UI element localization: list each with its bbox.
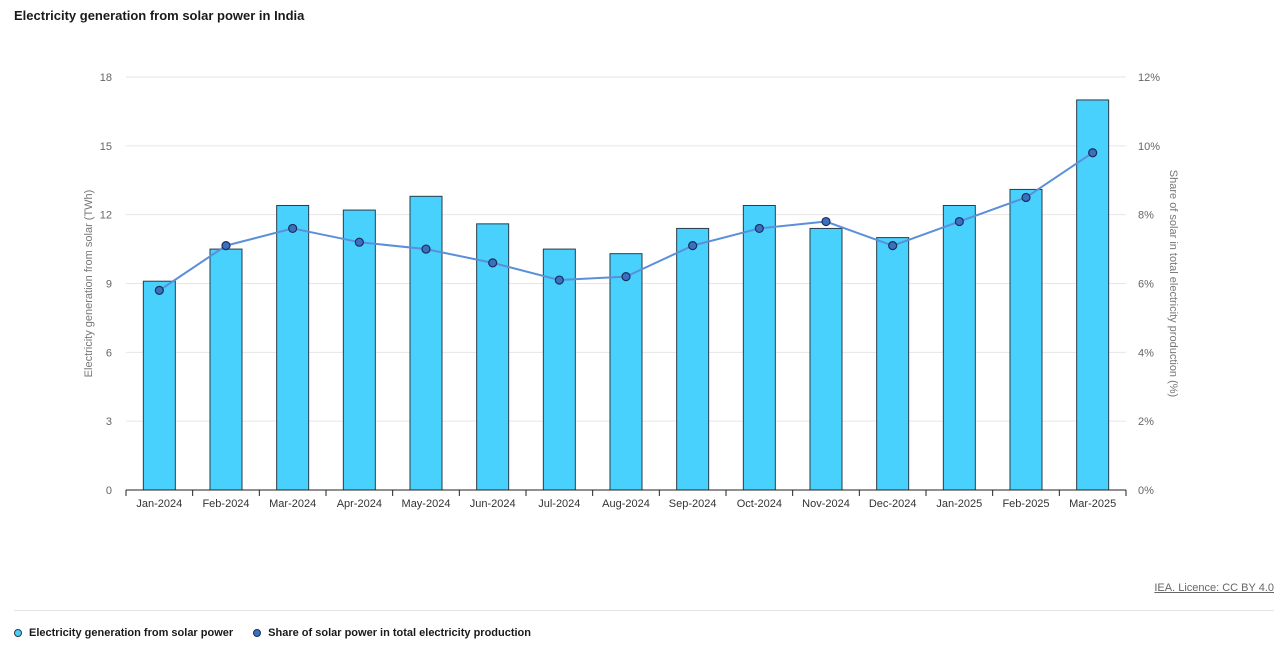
y-tick-label-left: 15 [100, 141, 112, 153]
bar-solar-generation [809, 227, 843, 491]
y-tick-label-left: 12 [100, 210, 112, 222]
bar-solar-generation [209, 248, 243, 491]
x-tick-label: Mar-2024 [269, 498, 316, 510]
axes [125, 489, 1127, 496]
bar-solar-generation [1076, 99, 1110, 491]
x-tick-label: May-2024 [402, 498, 451, 510]
point-solar-share [288, 223, 298, 234]
bar-solar-generation [476, 223, 510, 491]
x-tick-label: Sep-2024 [669, 498, 717, 510]
point-solar-share [1088, 148, 1098, 158]
bar-solar-generation [142, 280, 176, 491]
legend-item-solar-generation[interactable]: Electricity generation from solar power [14, 627, 233, 639]
legend: Electricity generation from solar power … [14, 627, 551, 639]
legend-divider [14, 610, 1274, 611]
point-solar-share [754, 223, 764, 234]
y-tick-label-right: 6% [1138, 279, 1154, 291]
point-solar-share [554, 275, 564, 285]
y-axis-title-left: Electricity generation from solar (TWh) [83, 190, 95, 378]
x-tick-label: Mar-2025 [1069, 498, 1116, 510]
chart-title: Electricity generation from solar power … [14, 8, 305, 23]
bar-solar-generation [1009, 188, 1043, 491]
x-tick-label: Feb-2025 [1002, 498, 1049, 510]
y-tick-label-right: 0% [1138, 485, 1154, 497]
bar-series [142, 99, 1110, 491]
axis-labels: 0 0% 3 2% 6 4% 9 6% 12 8% 15 10% 18 12% Jan-2024 Feb-20… [83, 72, 1179, 510]
x-tick-label: Jan-2025 [936, 498, 982, 510]
x-tick-label: Jun-2024 [470, 498, 516, 510]
y-tick-label-left: 6 [106, 347, 112, 359]
y-tick-label-left: 18 [100, 72, 112, 84]
x-tick-label: Oct-2024 [737, 498, 782, 510]
point-solar-share [488, 258, 498, 268]
x-tick-label: Jan-2024 [136, 498, 182, 510]
y-tick-label-right: 2% [1138, 416, 1154, 428]
point-solar-share [354, 237, 364, 247]
x-tick-label: Aug-2024 [602, 498, 650, 510]
bar-solar-generation [276, 204, 310, 491]
y-tick-label-left: 9 [106, 279, 112, 291]
legend-label-solar-share: Share of solar power in total electricit… [268, 627, 531, 639]
bar-solar-generation [676, 227, 710, 491]
point-solar-share [888, 241, 898, 251]
bar-solar-generation [609, 253, 643, 491]
x-tick-label: Feb-2024 [202, 498, 249, 510]
y-tick-label-left: 3 [106, 416, 112, 428]
point-solar-share [821, 216, 831, 227]
point-solar-share [954, 216, 964, 227]
bar-solar-generation [876, 237, 910, 491]
line-series [154, 148, 1098, 295]
y-tick-label-right: 10% [1138, 141, 1160, 153]
point-solar-share [154, 285, 164, 295]
legend-dot-icon [253, 629, 262, 637]
x-tick-label: Jul-2024 [538, 498, 580, 510]
x-tick-label: Dec-2024 [869, 498, 917, 510]
source-link[interactable]: IEA. Licence: CC BY 4.0 [1154, 582, 1274, 594]
point-solar-share [1021, 192, 1031, 203]
point-solar-share [221, 241, 231, 251]
legend-label-solar-generation: Electricity generation from solar power [29, 627, 234, 639]
point-solar-share [621, 272, 631, 282]
bar-solar-generation [409, 195, 443, 491]
bar-solar-generation [342, 209, 376, 491]
x-tick-label: Apr-2024 [337, 498, 382, 510]
bar-solar-generation [542, 248, 576, 491]
y-axis-title-right: Share of solar in total electricity prod… [1167, 170, 1179, 397]
legend-item-solar-share[interactable]: Share of solar power in total electricit… [253, 627, 531, 639]
bar-solar-generation [942, 204, 976, 491]
y-tick-label-right: 12% [1138, 72, 1160, 84]
legend-dot-icon [14, 629, 22, 637]
x-tick-label: Nov-2024 [802, 498, 850, 510]
point-solar-share [688, 241, 698, 251]
y-tick-label-left: 0 [106, 485, 112, 497]
y-tick-label-right: 8% [1138, 210, 1154, 222]
point-solar-share [421, 244, 431, 254]
bar-solar-generation [742, 204, 776, 491]
y-tick-label-right: 4% [1138, 347, 1154, 359]
